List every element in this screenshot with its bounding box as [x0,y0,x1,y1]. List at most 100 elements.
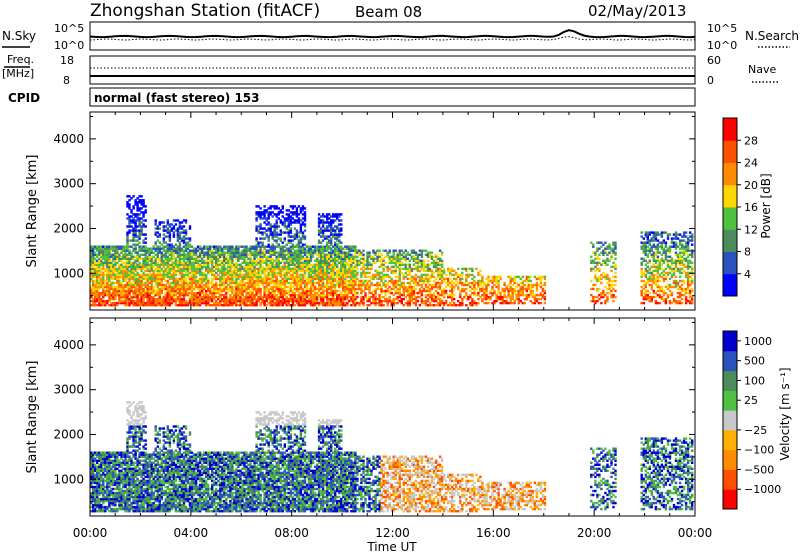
power-cell [390,279,393,283]
power-cell [394,269,397,273]
power-cell [114,275,117,279]
power-cell [200,259,204,262]
power-cell [313,271,317,275]
power-cell [219,304,222,307]
power-cell [338,253,341,256]
power-cell [289,249,293,252]
power-cell [289,277,293,281]
power-cell [217,247,220,250]
power-cell [297,304,301,307]
power-cell [259,277,262,281]
power-cell [196,297,200,301]
power-cell [223,251,226,254]
power-cell [356,261,359,264]
power-cell [156,275,159,279]
power-cell [372,257,375,260]
power-cell [227,259,230,262]
power-cell [271,257,274,260]
power-cell [176,233,180,236]
power-cell [100,269,103,273]
power-cell [253,253,256,256]
power-cell [188,291,192,295]
power-cell [275,279,278,283]
power-cell [311,269,315,273]
power-cell [340,249,343,252]
power-cell [144,293,147,297]
power-cell [100,259,103,262]
power-cell [239,263,242,266]
power-cell [255,237,258,240]
power-cell [283,273,286,277]
power-cell [158,267,161,271]
power-cell [317,301,321,305]
power-cell [275,219,278,222]
power-cell [154,241,157,244]
power-cell [102,285,105,289]
power-cell [299,231,303,234]
power-cell [146,277,149,281]
power-cell [408,289,411,293]
power-cell [259,293,262,297]
power-cell [138,249,141,252]
power-cell [356,263,359,266]
power-cell [257,287,260,291]
power-cell [416,253,420,256]
power-cell [332,263,335,266]
power-cell [158,259,161,262]
power-cell [96,245,99,248]
power-cell [289,263,293,266]
power-cell [438,275,442,279]
power-cell [176,265,180,269]
power-cell [374,257,377,260]
power-cell [336,279,339,283]
power-cell [118,271,121,275]
power-cell [261,279,264,283]
power-cell [247,269,250,273]
power-cell [182,275,186,279]
power-cell [354,249,357,252]
power-cell [467,283,470,287]
power-cell [170,281,174,285]
power-cell [227,299,230,303]
power-cell [336,233,339,236]
power-cell [124,277,127,281]
power-cell [198,297,202,301]
power-cell [428,279,432,283]
power-cell [194,281,198,285]
power-cell [257,211,260,214]
power-cell [269,255,272,258]
power-cell [120,247,123,250]
power-cell [98,291,101,295]
power-cell [229,297,232,301]
power-cell [108,249,111,252]
power-cell [376,255,379,258]
power-cell [164,297,167,301]
power-cell [245,291,248,295]
power-cell [142,257,145,260]
power-cell [420,275,424,279]
power-cell [223,263,226,266]
power-cell [305,269,309,273]
power-cell [281,259,284,262]
power-cell [346,279,349,283]
power-cell [273,269,276,273]
power-cell [261,255,264,258]
power-cell [255,217,258,220]
power-cell [281,283,284,287]
power-cell [461,277,464,281]
power-cell [334,249,337,252]
power-cell [410,251,414,254]
power-cell [178,287,182,291]
power-cell [255,293,258,297]
power-cell [223,269,226,273]
power-cell [144,269,147,273]
power-cell [98,267,101,271]
power-cell [398,259,401,262]
power-cell [420,263,424,266]
power-cell [336,235,339,238]
power-cell [261,301,264,305]
power-cell [225,257,228,260]
power-cell [442,271,446,275]
power-cell [412,279,416,283]
power-cell [309,297,313,301]
